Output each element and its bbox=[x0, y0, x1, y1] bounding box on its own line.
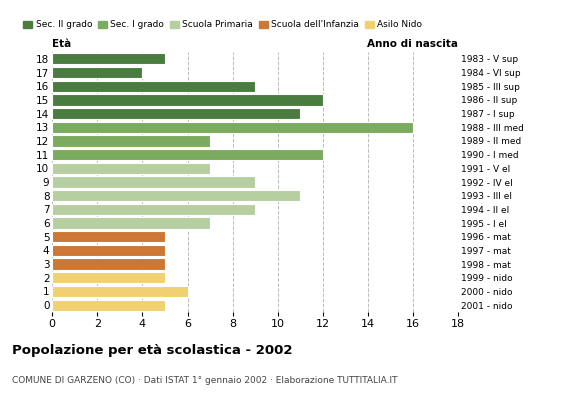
Bar bbox=[52, 286, 187, 297]
Bar bbox=[52, 218, 210, 229]
Bar bbox=[52, 190, 300, 201]
Text: Popolazione per età scolastica - 2002: Popolazione per età scolastica - 2002 bbox=[12, 344, 292, 357]
Bar bbox=[52, 176, 255, 188]
Bar bbox=[52, 272, 165, 283]
Text: Età: Età bbox=[52, 39, 71, 49]
Bar bbox=[52, 204, 255, 215]
Bar bbox=[52, 122, 413, 133]
Bar bbox=[52, 53, 165, 64]
Bar bbox=[52, 108, 300, 119]
Bar bbox=[52, 94, 323, 106]
Bar bbox=[52, 80, 255, 92]
Text: Anno di nascita: Anno di nascita bbox=[367, 39, 458, 49]
Bar bbox=[52, 231, 165, 242]
Bar bbox=[52, 163, 210, 174]
Bar bbox=[52, 258, 165, 270]
Bar bbox=[52, 245, 165, 256]
Bar bbox=[52, 149, 323, 160]
Bar bbox=[52, 135, 210, 146]
Bar bbox=[52, 300, 165, 311]
Legend: Sec. II grado, Sec. I grado, Scuola Primaria, Scuola dell'Infanzia, Asilo Nido: Sec. II grado, Sec. I grado, Scuola Prim… bbox=[23, 20, 422, 29]
Text: COMUNE DI GARZENO (CO) · Dati ISTAT 1° gennaio 2002 · Elaborazione TUTTITALIA.IT: COMUNE DI GARZENO (CO) · Dati ISTAT 1° g… bbox=[12, 376, 397, 385]
Bar bbox=[52, 67, 143, 78]
